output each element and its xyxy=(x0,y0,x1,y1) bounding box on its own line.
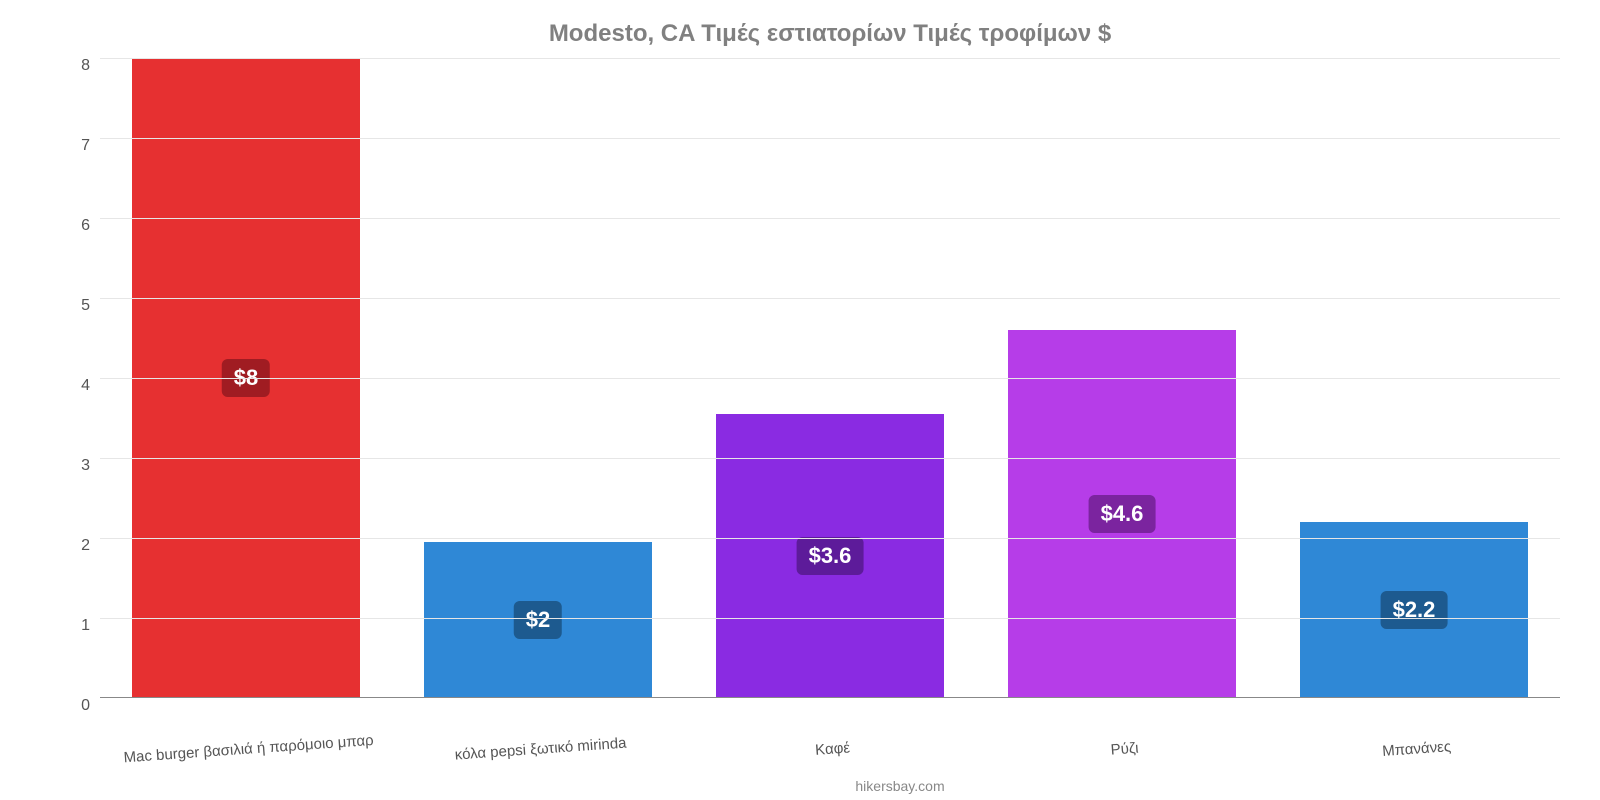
y-tick-label: 4 xyxy=(50,377,90,395)
bar: $3.6 xyxy=(716,414,944,698)
x-tick-label: Ρύζι xyxy=(975,731,1267,768)
gridline xyxy=(100,458,1560,459)
x-axis-line xyxy=(100,697,1560,698)
y-tick-label: 1 xyxy=(50,617,90,635)
y-tick-label: 8 xyxy=(50,57,90,75)
y-tick-label: 6 xyxy=(50,217,90,235)
value-badge: $2 xyxy=(514,601,562,639)
x-axis-labels: Mac burger βασιλιά ή παρόμοιο μπαρκόλα p… xyxy=(100,751,1560,768)
gridline xyxy=(100,218,1560,219)
y-tick-label: 7 xyxy=(50,137,90,155)
value-badge: $3.6 xyxy=(797,537,864,575)
x-tick-label: Μπανάνες xyxy=(1267,731,1559,768)
gridline xyxy=(100,618,1560,619)
attribution-text: hikersbay.com xyxy=(100,778,1600,794)
chart-container: Modesto, CA Τιμές εστιατορίων Τιμές τροφ… xyxy=(0,0,1600,800)
bar: $2 xyxy=(424,542,652,698)
gridline xyxy=(100,138,1560,139)
x-tick-label: κόλα pepsi ξωτικό mirinda xyxy=(391,731,683,768)
gridline xyxy=(100,298,1560,299)
bar: $4.6 xyxy=(1008,330,1236,698)
gridline xyxy=(100,58,1560,59)
gridline xyxy=(100,378,1560,379)
y-tick-label: 3 xyxy=(50,457,90,475)
gridline xyxy=(100,538,1560,539)
value-badge: $2.2 xyxy=(1381,591,1448,629)
chart-title: Modesto, CA Τιμές εστιατορίων Τιμές τροφ… xyxy=(100,20,1560,48)
value-badge: $4.6 xyxy=(1089,495,1156,533)
plot-area: $8$2$3.6$4.6$2.2 012345678 xyxy=(100,58,1560,698)
x-tick-label: Mac burger βασιλιά ή παρόμοιο μπαρ xyxy=(99,731,391,768)
x-tick-label: Καφέ xyxy=(683,731,975,768)
y-tick-label: 5 xyxy=(50,297,90,315)
bar: $2.2 xyxy=(1300,522,1528,698)
y-tick-label: 0 xyxy=(50,697,90,715)
y-tick-label: 2 xyxy=(50,537,90,555)
